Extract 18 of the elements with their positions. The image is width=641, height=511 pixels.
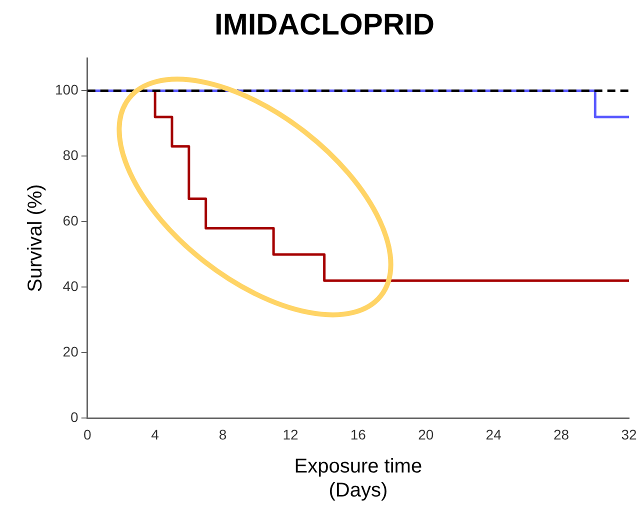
x-tick-label: 0 xyxy=(83,426,92,442)
chart-title: IMIDACLOPRID xyxy=(214,8,434,42)
x-tick-label: 16 xyxy=(350,426,366,442)
x-tick-label: 4 xyxy=(151,426,160,442)
y-tick-label: 0 xyxy=(70,409,79,426)
x-tick-label: 20 xyxy=(418,426,434,442)
y-tick-label: 40 xyxy=(62,278,79,294)
y-tick-label: 20 xyxy=(62,344,79,360)
x-axis-title: Exposure time (Days) xyxy=(294,456,422,502)
x-tick-label: 28 xyxy=(554,426,570,442)
x-tick-label: 32 xyxy=(621,426,637,442)
y-tick-label: 80 xyxy=(62,147,79,164)
x-tick-label: 8 xyxy=(218,426,227,442)
y-tick-label: 60 xyxy=(62,212,79,229)
y-axis-title: Survival (%) xyxy=(24,184,47,292)
y-tick-label: 100 xyxy=(55,82,79,98)
x-tick-label: 12 xyxy=(282,426,298,442)
x-tick-label: 24 xyxy=(486,426,502,442)
